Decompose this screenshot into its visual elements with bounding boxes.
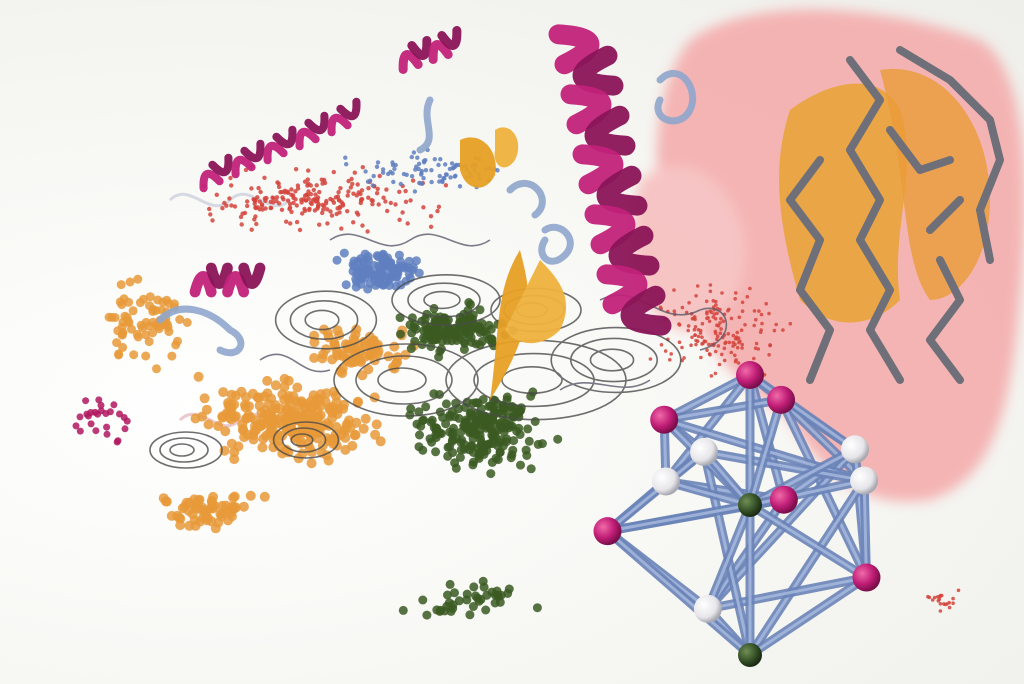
contour-ring xyxy=(407,282,481,318)
helix-ribbon xyxy=(398,26,462,74)
cage-atom xyxy=(650,405,679,434)
cage-atom xyxy=(767,385,796,414)
contour-ring xyxy=(333,343,479,417)
cage-atom xyxy=(738,643,762,667)
stick-molecules xyxy=(786,46,1004,384)
point-cluster xyxy=(405,387,563,479)
contour-ring xyxy=(501,365,563,394)
contour-line xyxy=(329,233,491,247)
contour-ring xyxy=(281,427,327,453)
point-cluster xyxy=(158,490,270,534)
helix-ribbon xyxy=(548,24,672,336)
contour-ring xyxy=(304,309,340,331)
contour-ring xyxy=(589,348,635,372)
point-cluster xyxy=(926,588,961,613)
cage-atom xyxy=(852,563,881,592)
contour-ring xyxy=(355,355,453,405)
contour-ring xyxy=(169,443,195,457)
protein-loops xyxy=(156,70,697,357)
cage-atom xyxy=(593,517,622,546)
contour-line xyxy=(259,353,331,373)
cage-atom xyxy=(693,594,722,623)
point-cluster xyxy=(201,164,449,234)
cage-atom xyxy=(840,435,869,464)
contour-ring xyxy=(289,299,359,340)
point-cluster xyxy=(72,396,131,446)
cage-atom xyxy=(738,493,762,517)
contour-lines xyxy=(149,233,728,469)
contour-ring xyxy=(272,421,340,459)
contour-line xyxy=(559,379,651,391)
contour-ring xyxy=(149,431,223,469)
cage-atom xyxy=(736,361,764,389)
helix-ribbon xyxy=(199,97,361,193)
point-cluster xyxy=(398,576,542,620)
contour-ring xyxy=(377,367,427,393)
point-clouds xyxy=(72,147,961,620)
point-cluster xyxy=(332,248,424,294)
contour-ring xyxy=(159,437,209,463)
helix-ribbon xyxy=(189,262,266,298)
contour-ring xyxy=(391,273,501,326)
cage-atom xyxy=(651,467,680,496)
cage-atom xyxy=(690,437,719,466)
contour-ring xyxy=(274,290,378,350)
central-strands xyxy=(460,127,567,400)
contour-ring xyxy=(550,326,682,394)
protein-helices xyxy=(189,24,672,336)
contour-ring xyxy=(569,337,658,383)
cage-atom xyxy=(769,485,798,514)
point-cluster xyxy=(343,147,500,194)
point-cluster xyxy=(104,274,192,374)
point-cluster xyxy=(190,371,386,469)
contour-ring xyxy=(290,433,314,447)
contour-ring xyxy=(423,290,461,310)
cage-atom xyxy=(850,466,879,495)
point-cluster xyxy=(637,283,793,378)
cage-cluster xyxy=(593,361,881,667)
